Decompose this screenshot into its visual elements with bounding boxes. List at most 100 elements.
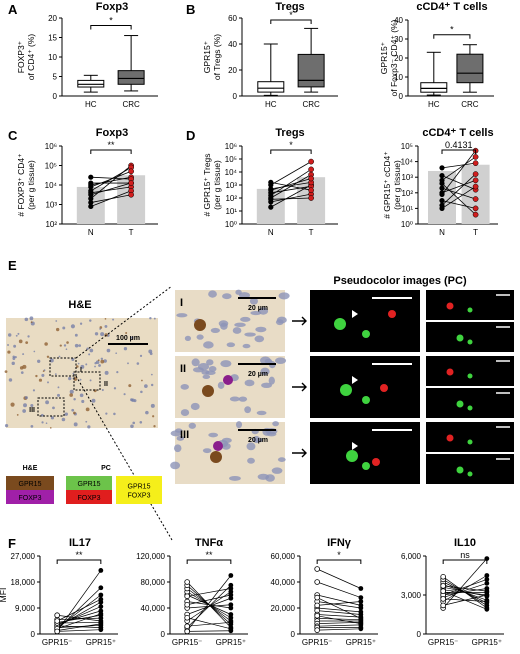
- y-tick-label: 15: [48, 34, 57, 43]
- y-tick-label: 40,000: [141, 604, 166, 613]
- point-gpr15-pos: [358, 605, 364, 611]
- he-nucleus: [104, 324, 108, 328]
- pair-line: [441, 162, 476, 169]
- point-gpr15-pos: [358, 595, 364, 600]
- he-nucleus: [104, 318, 107, 320]
- pair-line: [441, 187, 476, 200]
- chart-title: TNFα: [195, 537, 223, 549]
- pc-cell: [456, 400, 464, 408]
- point-normal: [88, 180, 94, 186]
- inset-label: III: [180, 429, 189, 441]
- he-nucleus: [14, 356, 17, 359]
- pair-line: [317, 610, 361, 615]
- point-gpr15-neg: [184, 614, 190, 621]
- pair-line: [443, 586, 487, 597]
- he-inset-3: III 20 µm: [170, 421, 307, 484]
- y-tick-label: 0: [161, 630, 166, 639]
- pair-line: [270, 161, 312, 186]
- pair-line: [317, 624, 361, 627]
- panel-label-f: F: [8, 536, 16, 551]
- he-nucleus: [123, 347, 128, 351]
- he-nucleus: [30, 404, 34, 408]
- pair-line: [57, 610, 101, 625]
- inset-nucleus: [271, 467, 283, 474]
- pc-gpr15-cell: [346, 450, 358, 462]
- x-tick-label: GPR15⁺: [346, 638, 376, 647]
- point-gpr15-pos: [228, 626, 234, 632]
- he-nucleus: [27, 335, 30, 338]
- he-nucleus: [73, 398, 76, 401]
- foxp3-cell: [223, 375, 233, 385]
- point-gpr15-pos: [98, 611, 104, 617]
- he-nucleus: [101, 388, 104, 392]
- region-box: [73, 371, 101, 391]
- pair-line: [317, 607, 361, 613]
- point-gpr15-pos: [228, 619, 234, 625]
- inset-nucleus: [218, 320, 229, 327]
- legend-label: GPR15: [19, 481, 42, 488]
- he-nucleus: [85, 363, 88, 366]
- he-nucleus: [20, 371, 24, 374]
- pc-title: Pseudocolor images (PC): [333, 275, 467, 287]
- inset-nucleus: [268, 376, 275, 385]
- legend-label: FOXP3: [78, 495, 101, 502]
- he-nucleus: [50, 416, 55, 420]
- he-nucleus: [97, 359, 100, 362]
- inset-nucleus: [173, 444, 182, 453]
- he-nucleus: [130, 336, 134, 339]
- he-background: [6, 318, 158, 428]
- box: [420, 82, 448, 93]
- significance-bracket: [441, 149, 477, 154]
- legend-pc-title: PC: [101, 465, 111, 472]
- chart-title: Foxp3: [96, 1, 128, 13]
- chart-d1: Tregs # GPR15⁺ Tregs (per g tissue) 10⁰ 10¹ 1…: [202, 127, 338, 237]
- pc-gpr15-cell: [362, 330, 370, 338]
- significance-label: *: [450, 25, 454, 35]
- point-tumor: [472, 205, 479, 212]
- point-gpr15-pos: [228, 605, 234, 611]
- he-nucleus: [88, 353, 91, 356]
- he-nucleus: [76, 365, 79, 368]
- he-nucleus: [12, 355, 15, 358]
- pc-foxp3-cell: [372, 458, 380, 466]
- point-gpr15-pos: [228, 586, 234, 591]
- y-tick-label: 10⁵: [401, 142, 413, 151]
- he-nucleus: [79, 322, 83, 325]
- inset-nucleus: [206, 359, 214, 366]
- point-gpr15-pos: [358, 586, 364, 591]
- pair-line: [187, 588, 231, 597]
- y-tick-label: 10³: [45, 201, 57, 210]
- y-tick-label: 10⁰: [401, 220, 413, 229]
- significance-label: *: [289, 10, 293, 20]
- point-gpr15-pos: [358, 599, 364, 604]
- inset-nucleus: [238, 396, 248, 402]
- x-tick-label: GPR15⁺: [86, 638, 116, 647]
- pair-line: [57, 599, 101, 622]
- inset-nucleus: [247, 457, 255, 464]
- pc-merged-2: merged V: [310, 356, 514, 418]
- point-normal: [439, 173, 445, 179]
- he-nucleus: [71, 357, 75, 361]
- panel-label-a: A: [8, 2, 18, 17]
- he-nucleus: [16, 414, 19, 416]
- chart-title: IFNγ: [327, 537, 352, 549]
- legend-swatch: [6, 490, 54, 504]
- legend-swatch: [116, 476, 162, 504]
- he-nucleus: [55, 327, 60, 332]
- significance-label: *: [337, 550, 341, 560]
- foxp3-cell: [213, 441, 223, 451]
- he-nucleus: [113, 387, 117, 390]
- arrowhead-icon: [352, 442, 358, 450]
- y-tick-label: 120,000: [136, 552, 165, 561]
- y-axis-label: # FOXP3⁺ CD4⁺: [16, 153, 26, 217]
- inset-nucleus: [176, 435, 185, 441]
- he-nucleus: [85, 420, 88, 423]
- inset-nucleus: [208, 432, 219, 438]
- pair-line: [441, 183, 476, 215]
- inset-nucleus: [275, 357, 287, 364]
- he-nucleus: [74, 343, 79, 348]
- inset-nucleus: [210, 327, 220, 333]
- he-nucleus: [94, 365, 96, 368]
- he-nucleus: [4, 370, 8, 373]
